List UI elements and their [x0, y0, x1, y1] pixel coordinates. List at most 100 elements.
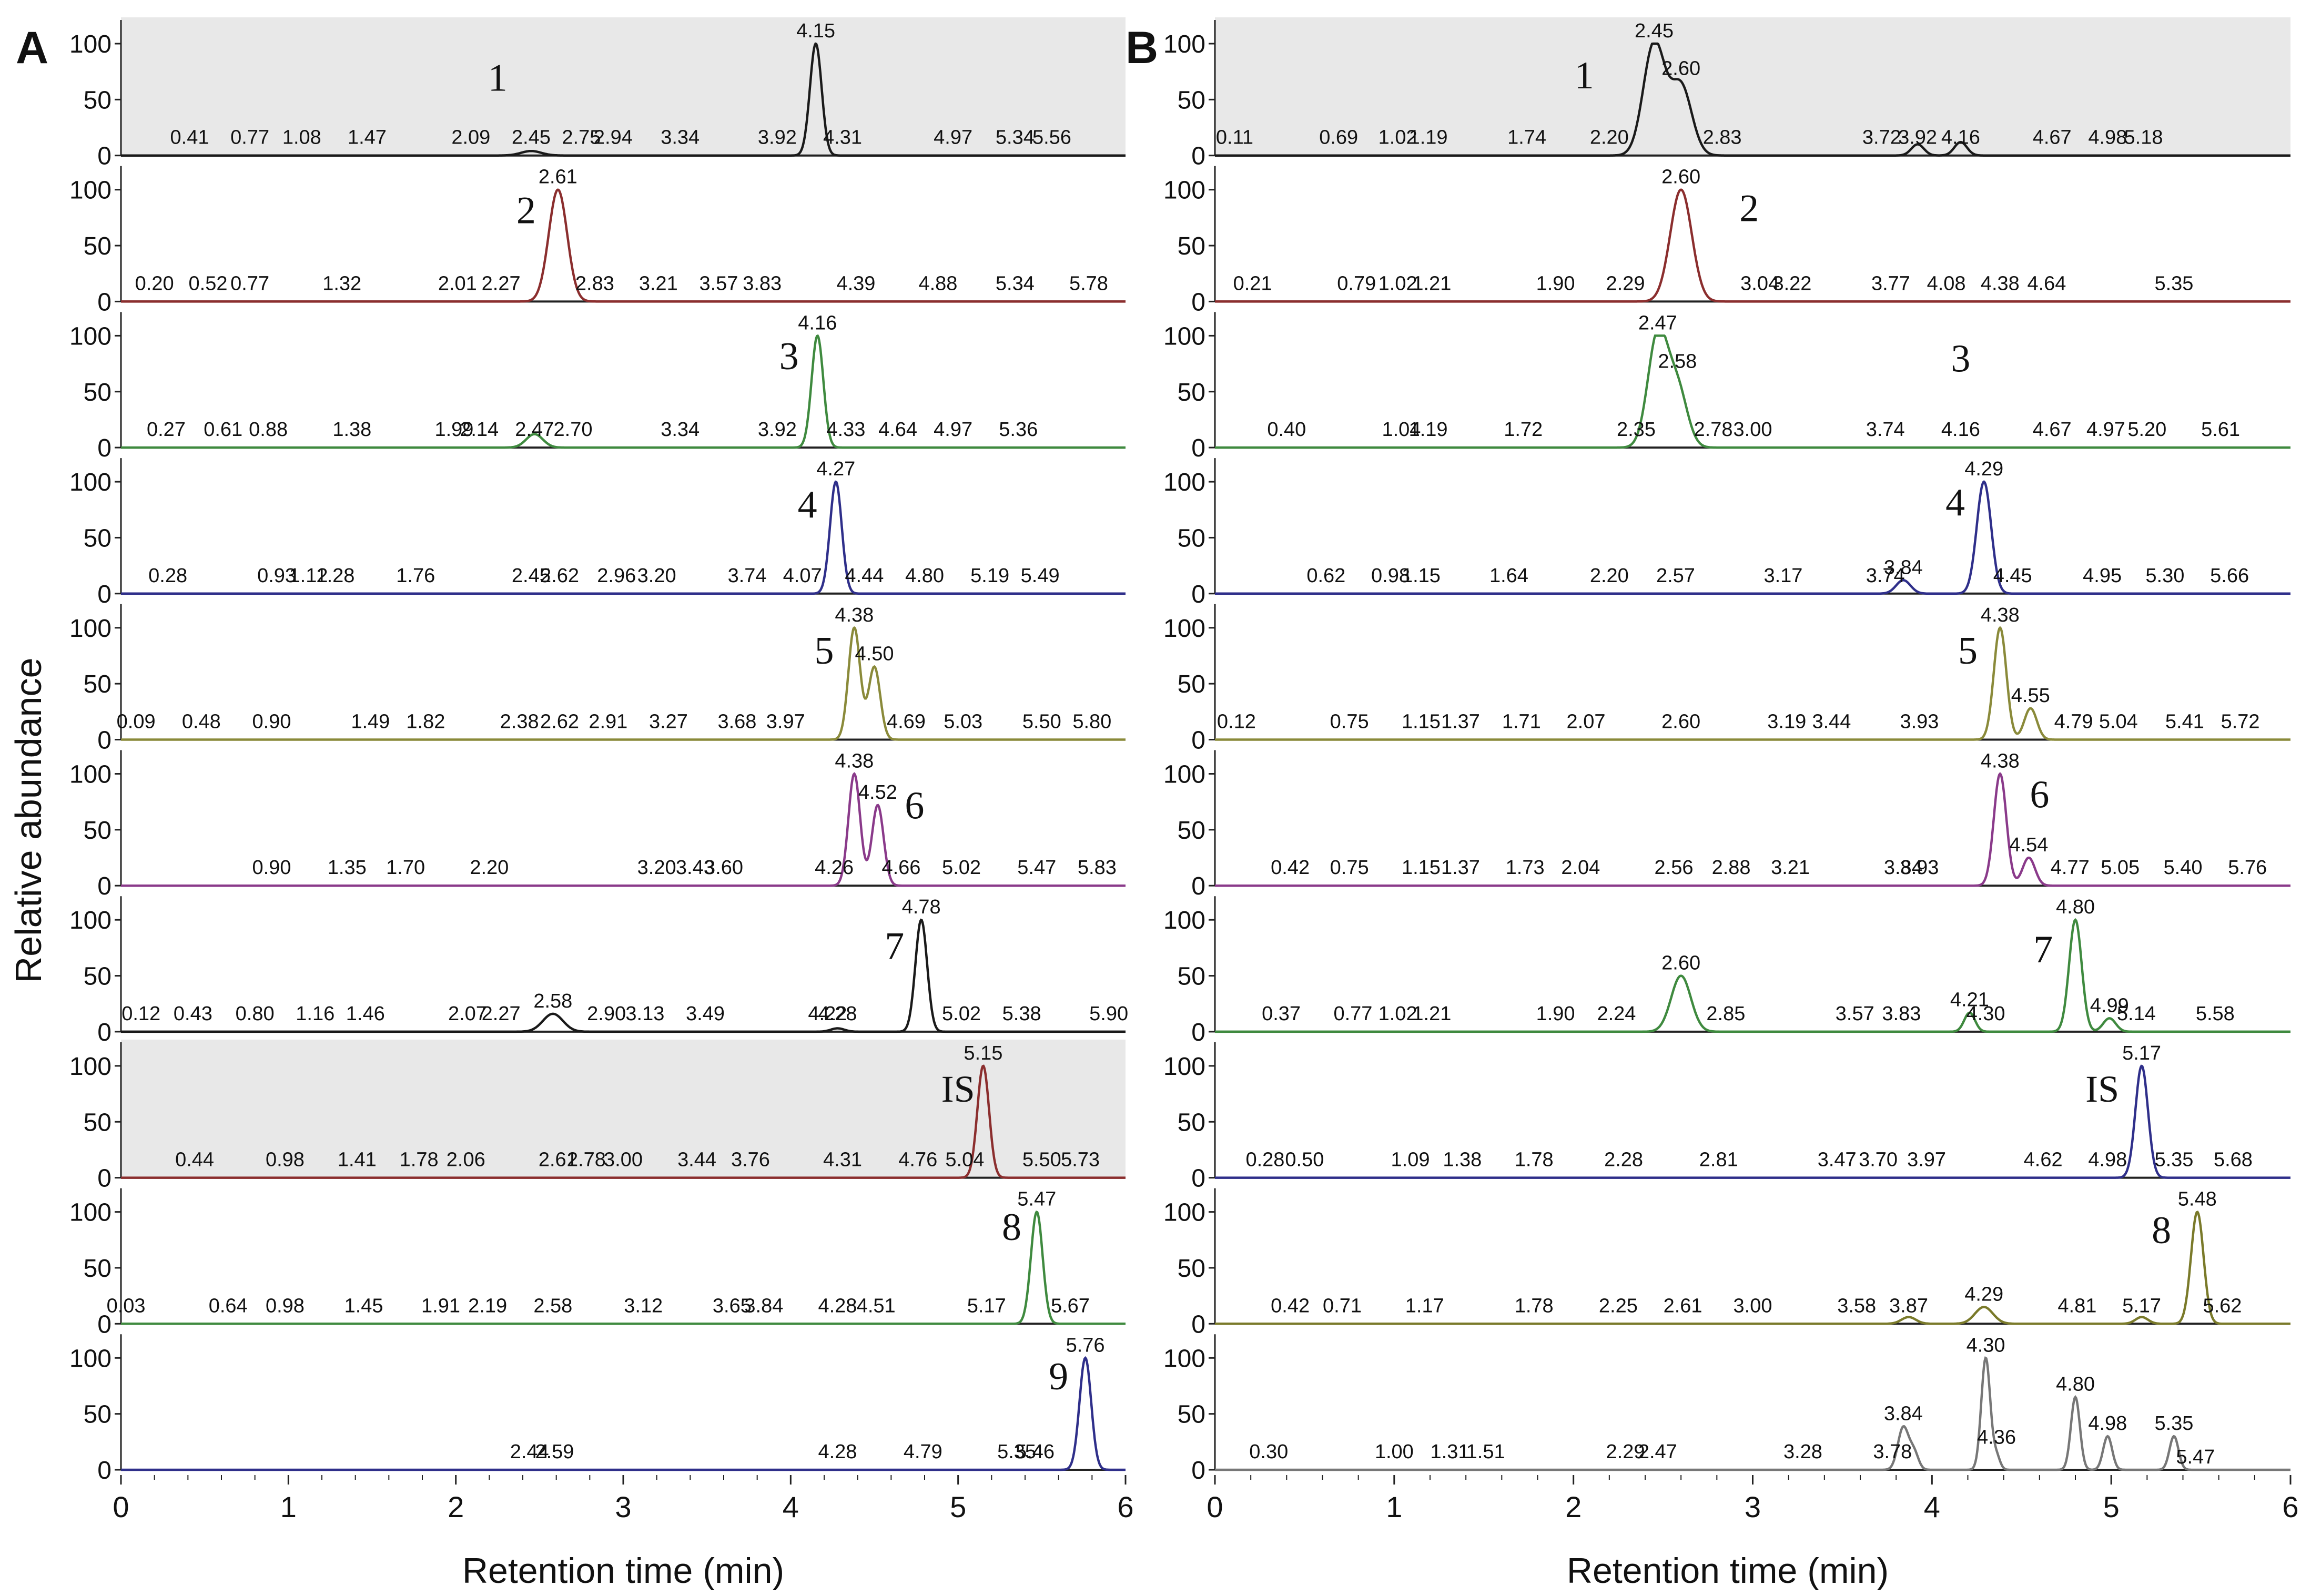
rt-label: 2.62	[540, 711, 579, 733]
rt-label: 4.78	[902, 896, 941, 918]
rt-label: 3.12	[624, 1295, 663, 1317]
rt-label: 5.19	[970, 565, 1009, 587]
x-tick-label-3: 3	[1745, 1490, 1761, 1523]
chromatogram-a-9: 0 50 100 5.76 2.442.59 4.28 4.79 5.355.46 9	[69, 1334, 1126, 1485]
trace-signal-line	[1215, 772, 2290, 887]
rt-label: 4.79	[2054, 711, 2093, 733]
y-tick-label-50: 50	[84, 1109, 112, 1136]
rt-label: 1.38	[332, 419, 371, 441]
rt-label: 4.28	[818, 1441, 857, 1463]
x-tick-label-1: 1	[1386, 1490, 1402, 1523]
y-tick-label-0: 0	[1191, 1165, 1205, 1193]
trace-background	[121, 17, 1126, 156]
rt-label: 3.43	[676, 857, 715, 879]
rt-label: 3.60	[704, 857, 743, 879]
rt-label: 3.68	[717, 711, 756, 733]
rt-label: 1.64	[1489, 565, 1528, 587]
rt-label: 0.71	[1323, 1295, 1362, 1317]
rt-label: 4.16	[1941, 127, 1980, 149]
rt-label: 0.93	[257, 565, 296, 587]
rt-label: 0.12	[121, 1003, 160, 1025]
y-tick-label-50: 50	[1178, 86, 1205, 114]
rt-label: 0.62	[1306, 565, 1345, 587]
y-tick-label-0: 0	[97, 872, 112, 900]
rt-label: 0.11	[1216, 127, 1253, 149]
rt-label: 4.29	[1964, 1283, 2003, 1305]
rt-label: 4.55	[2011, 685, 2050, 707]
x-tick-label-5: 5	[2103, 1490, 2120, 1523]
rt-label: 1.73	[1506, 857, 1545, 879]
rt-label: 3.17	[1763, 565, 1802, 587]
rt-label: 4.27	[816, 458, 855, 480]
rt-label: 4.38	[835, 604, 874, 626]
rt-label: 4.67	[2033, 419, 2072, 441]
rt-label: 3.87	[1889, 1295, 1928, 1317]
x-tick-label-0: 0	[1207, 1490, 1223, 1523]
rt-label: 4.36	[1977, 1427, 2016, 1449]
rt-label: 0.09	[117, 711, 156, 733]
x-tick-label-3: 3	[615, 1490, 631, 1523]
rt-label: 0.61	[204, 419, 242, 441]
rt-label: 4.30	[1967, 1003, 2005, 1025]
y-tick-label-50: 50	[84, 232, 112, 260]
rt-label: 5.14	[2117, 1003, 2156, 1025]
compound-label-8: 8	[2152, 1209, 2171, 1252]
y-tick-label-50: 50	[84, 379, 112, 406]
chromatogram-b-5: 0 50 100 4.38 4.55 0.12 0.75 1.15 1.37 1.71 2.07 2.…	[1163, 604, 2290, 755]
y-tick-label-0: 0	[97, 581, 112, 608]
rt-label: 2.56	[1655, 857, 1694, 879]
rt-label: 0.98	[266, 1149, 305, 1171]
y-tick-label-50: 50	[84, 817, 112, 845]
y-tick-label-50: 50	[1178, 379, 1205, 406]
rt-label: 0.40	[1267, 419, 1306, 441]
rt-label: 3.44	[1812, 711, 1851, 733]
rt-label: 1.28	[316, 565, 354, 587]
rt-label: 5.83	[1078, 857, 1117, 879]
rt-label: 1.47	[348, 127, 387, 149]
y-tick-label-100: 100	[69, 1053, 112, 1081]
rt-label: 1.15	[1402, 857, 1441, 879]
rt-label: 0.41	[170, 127, 209, 149]
rt-label: 5.30	[2145, 565, 2184, 587]
rt-label: 2.83	[575, 272, 614, 294]
compound-label-1: 1	[1575, 54, 1594, 97]
y-tick-label-100: 100	[1163, 1053, 1205, 1081]
rt-label: 5.50	[1022, 1149, 1061, 1171]
chromatogram-b-9: 0 50 100 4.30 4.80 3.84 4.98 5.35 4.36 5.47 0.30 1.…	[1163, 1334, 2290, 1485]
rt-label: 3.47	[1818, 1149, 1857, 1171]
y-tick-label-50: 50	[1178, 817, 1205, 845]
rt-label: 1.21	[1412, 1003, 1451, 1025]
rt-label: 0.77	[230, 272, 269, 294]
rt-label: 2.38	[500, 711, 539, 733]
rt-label: 5.35	[2154, 1412, 2193, 1435]
rt-label: 5.17	[2122, 1042, 2161, 1064]
x-axis-label-b: Retention time (min)	[1567, 1551, 1889, 1591]
trace-signal-line	[1215, 626, 2290, 741]
rt-label: 2.88	[1712, 857, 1751, 879]
rt-label: 1.78	[1515, 1149, 1554, 1171]
rt-label: 1.04	[1382, 419, 1421, 441]
trace-signal-line	[121, 1356, 1126, 1471]
y-tick-label-50: 50	[1178, 232, 1205, 260]
rt-label: 0.98	[266, 1295, 305, 1317]
rt-label: 2.62	[540, 565, 579, 587]
compound-label-IS: IS	[2085, 1068, 2119, 1110]
y-tick-label-50: 50	[84, 1255, 112, 1283]
rt-label: 1.02	[1379, 1003, 1417, 1025]
chromatogram-b-7: 0 50 100 4.80 2.60 4.21 4.99 0.37 0.77 1.021.21 1.…	[1163, 896, 2290, 1046]
trace-signal-line	[1215, 480, 2290, 595]
rt-label: 0.69	[1319, 127, 1358, 149]
trace-signal-line	[1215, 42, 2290, 157]
rt-label: 2.45	[512, 127, 551, 149]
y-tick-label-0: 0	[1191, 434, 1205, 462]
rt-label: 4.38	[1981, 604, 2020, 626]
rt-label: 2.04	[1561, 857, 1600, 879]
rt-label: 2.20	[1590, 127, 1629, 149]
rt-label: 1.15	[1402, 565, 1441, 587]
y-tick-label-100: 100	[69, 31, 112, 58]
rt-label: 4.80	[2056, 1374, 2095, 1396]
y-tick-label-0: 0	[1191, 581, 1205, 608]
rt-label: 0.42	[1271, 857, 1310, 879]
